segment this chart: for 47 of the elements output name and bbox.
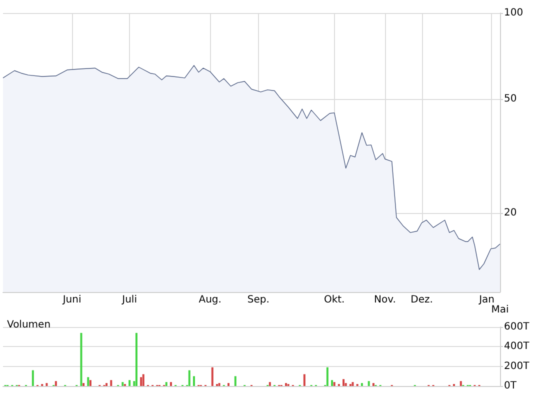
bar (128, 380, 131, 386)
y-tick-label: 100 (504, 8, 524, 18)
x-tick-label: Nov. (374, 294, 396, 306)
bar (135, 332, 138, 386)
x-tick-label: Aug. (198, 294, 222, 306)
x-tick-label: Juli (121, 294, 137, 306)
bar (268, 382, 271, 386)
x-tick-label: Juni (62, 294, 82, 306)
bar (82, 383, 85, 386)
bar (342, 379, 345, 386)
y-tick-label: 400T (504, 341, 530, 352)
bar (460, 381, 462, 386)
chart-title: Volumen (7, 320, 51, 330)
bar (87, 377, 90, 386)
bar (170, 382, 172, 386)
x-tick-label: Dez. (410, 294, 433, 306)
bar (89, 380, 92, 386)
bar (188, 370, 190, 386)
bar (140, 377, 142, 386)
bar (372, 383, 374, 386)
bar (227, 383, 230, 386)
x-tick-label: Sep. (247, 294, 270, 306)
bar (110, 380, 112, 386)
bar (234, 376, 236, 386)
bar (344, 383, 347, 386)
bar (165, 382, 168, 386)
bar (80, 332, 82, 386)
bar (54, 381, 57, 386)
bar (218, 383, 220, 386)
bar (368, 381, 370, 386)
x-tick-label: Mai (491, 304, 509, 316)
bar (192, 376, 195, 386)
bar (106, 383, 108, 386)
bar (211, 367, 214, 386)
x-tick-label: Okt. (324, 294, 345, 306)
y-tick-label: 0T (504, 380, 518, 392)
y-tick-label: 50 (504, 94, 517, 105)
y-tick-label: 20 (504, 208, 517, 219)
bar (326, 367, 328, 386)
bar (46, 383, 48, 386)
bar (303, 374, 306, 386)
x-tick-label: Jan (478, 294, 495, 306)
y-tick-label: 600T (504, 322, 530, 332)
bar (352, 382, 354, 386)
y-tick-label: 200T (504, 360, 530, 372)
bar (360, 383, 363, 386)
bar (142, 374, 144, 386)
